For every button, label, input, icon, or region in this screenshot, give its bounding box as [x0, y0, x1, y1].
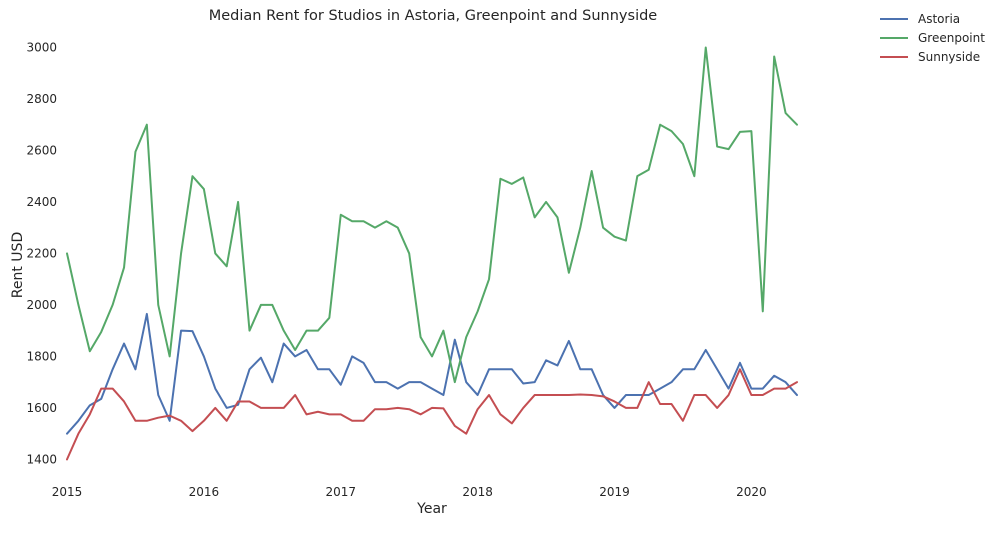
legend-label-greenpoint: Greenpoint [918, 31, 985, 45]
legend-label-astoria: Astoria [918, 12, 960, 26]
x-tick-label: 2018 [462, 485, 493, 499]
y-tick-label: 3000 [26, 40, 57, 54]
x-tick-label: 2015 [52, 485, 83, 499]
y-tick-label: 2400 [26, 195, 57, 209]
x-tick-label: 2019 [599, 485, 630, 499]
chart-title: Median Rent for Studios in Astoria, Gree… [209, 8, 658, 24]
y-tick-label: 2800 [26, 92, 57, 106]
y-tick-label: 1800 [26, 349, 57, 363]
legend-label-sunnyside: Sunnyside [918, 50, 980, 64]
legend: Astoria Greenpoint Sunnyside [880, 12, 985, 64]
x-tick-label: 2016 [189, 485, 220, 499]
series-line-greenpoint [66, 46, 798, 384]
y-axis-title: Rent USD [10, 232, 26, 298]
y-tick-label: 2200 [26, 246, 57, 260]
x-tick-label: 2017 [325, 485, 356, 499]
x-axis-ticks: 2015 2016 2017 2018 2019 2020 [52, 485, 767, 499]
series-lines [66, 46, 798, 461]
y-tick-label: 2600 [26, 143, 57, 157]
y-tick-label: 1400 [26, 452, 57, 466]
y-tick-label: 1600 [26, 401, 57, 415]
y-tick-label: 2000 [26, 298, 57, 312]
series-line-sunnyside [66, 368, 798, 461]
x-axis-title: Year [416, 501, 447, 517]
y-axis-ticks: 1400 1600 1800 2000 2200 2400 2600 2800 3000 [26, 40, 57, 466]
x-tick-label: 2020 [736, 485, 767, 499]
series-line-astoria [66, 312, 798, 435]
